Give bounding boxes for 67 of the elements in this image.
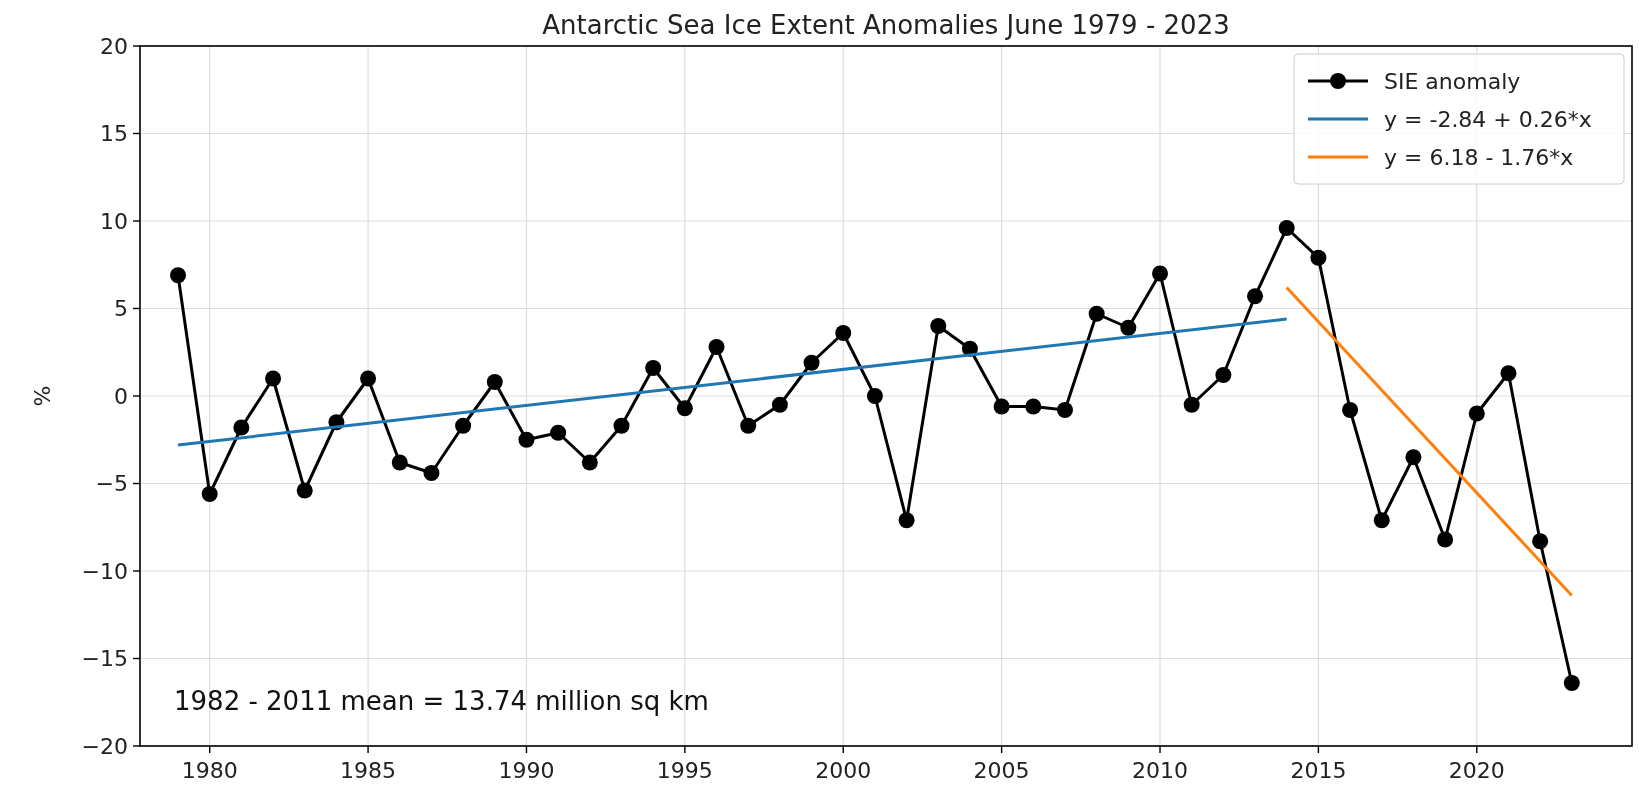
point bbox=[296, 482, 313, 499]
x-tick-label: 1990 bbox=[498, 758, 555, 783]
point bbox=[391, 454, 408, 471]
point bbox=[581, 454, 598, 471]
point bbox=[676, 400, 693, 417]
y-axis-title: % bbox=[30, 385, 55, 407]
point bbox=[898, 512, 915, 529]
y-tick-label: 20 bbox=[100, 33, 128, 59]
point bbox=[550, 424, 567, 441]
point bbox=[708, 339, 725, 355]
point bbox=[1025, 398, 1042, 415]
point bbox=[930, 318, 947, 334]
point bbox=[1120, 319, 1137, 336]
x-tick-label: 1980 bbox=[181, 758, 238, 783]
point bbox=[1215, 367, 1232, 383]
point bbox=[645, 360, 662, 376]
point bbox=[233, 419, 250, 436]
x-tick-label: 2010 bbox=[1132, 758, 1189, 783]
annotation: 1982 - 2011 mean = 13.74 million sq km bbox=[174, 686, 709, 716]
point bbox=[740, 417, 757, 434]
point bbox=[1468, 405, 1485, 422]
point bbox=[835, 325, 852, 341]
y-tick-label: −10 bbox=[81, 558, 128, 584]
point bbox=[771, 396, 788, 413]
point bbox=[1532, 533, 1549, 550]
point bbox=[1056, 402, 1073, 418]
point bbox=[1342, 402, 1359, 418]
point bbox=[866, 388, 883, 404]
point bbox=[1437, 531, 1454, 548]
point bbox=[1278, 220, 1295, 236]
point bbox=[201, 486, 218, 502]
legend-label: y = 6.18 - 1.76*x bbox=[1384, 144, 1574, 170]
point bbox=[1088, 305, 1105, 322]
legend-label: SIE anomaly bbox=[1384, 68, 1521, 94]
point bbox=[360, 370, 377, 387]
point bbox=[613, 417, 630, 434]
y-tick-label: −15 bbox=[81, 646, 128, 672]
y-tick-label: 5 bbox=[114, 296, 128, 322]
point bbox=[1373, 512, 1390, 529]
point bbox=[1310, 249, 1327, 266]
y-tick-label: −5 bbox=[95, 471, 128, 497]
x-tick-label: 2020 bbox=[1448, 758, 1505, 783]
point bbox=[1247, 288, 1264, 305]
y-tick-label: 15 bbox=[100, 121, 128, 147]
x-tick-label: 1995 bbox=[656, 758, 713, 783]
x-tick-label: 2000 bbox=[815, 758, 872, 783]
chart-title: Antarctic Sea Ice Extent Anomalies June 1979 - 2023 bbox=[542, 10, 1230, 40]
y-tick-label: 10 bbox=[100, 208, 128, 234]
point bbox=[1563, 675, 1580, 691]
point bbox=[1500, 365, 1517, 382]
y-tick-label: 0 bbox=[114, 383, 128, 409]
point bbox=[803, 354, 820, 371]
y-tick-label: −20 bbox=[81, 733, 128, 759]
point bbox=[1152, 265, 1169, 282]
point bbox=[455, 417, 472, 434]
point bbox=[423, 465, 440, 481]
point bbox=[170, 267, 187, 284]
x-tick-label: 2005 bbox=[973, 758, 1030, 783]
x-tick-label: 1985 bbox=[340, 758, 397, 783]
point bbox=[486, 374, 503, 390]
x-tick-label: 2015 bbox=[1290, 758, 1347, 783]
point bbox=[993, 398, 1010, 415]
point bbox=[1183, 396, 1200, 413]
point bbox=[518, 431, 535, 448]
point bbox=[265, 370, 282, 387]
point bbox=[1405, 449, 1422, 466]
legend-label: y = -2.84 + 0.26*x bbox=[1384, 106, 1592, 132]
